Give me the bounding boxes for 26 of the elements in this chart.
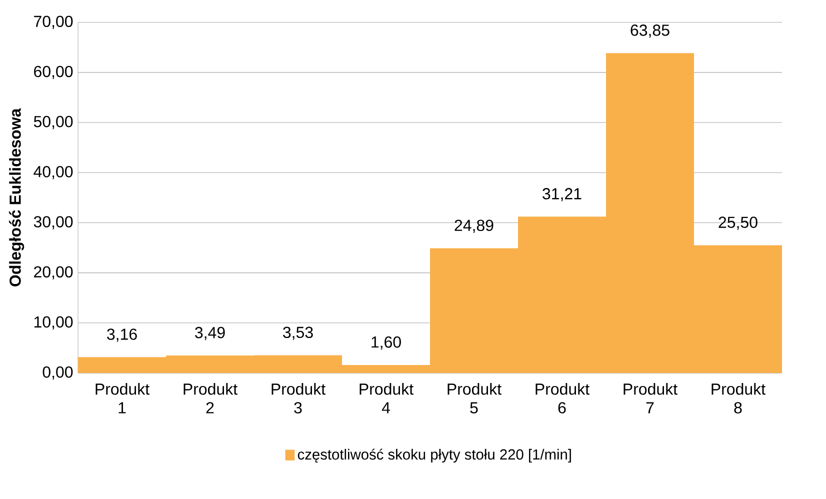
x-tick-label: Produkt 5 (448, 383, 502, 414)
y-tick-label: 60,00 (34, 66, 73, 80)
x-tick-label: Produkt 2 (184, 383, 238, 414)
data-label: 3,16 (107, 328, 137, 342)
y-axis-title: Odległość Euklidesowa (8, 108, 24, 286)
x-tick-label: Produkt 6 (536, 383, 590, 414)
y-tick-label: 40,00 (34, 166, 73, 180)
y-tick-label: 10,00 (34, 316, 73, 330)
x-tick-label: Produkt 7 (624, 383, 678, 414)
x-tick-label: Produkt 4 (360, 383, 414, 414)
data-label: 63,85 (630, 24, 670, 38)
data-label: 3,53 (283, 326, 313, 340)
data-label: 31,21 (542, 188, 582, 202)
legend-label: częstotliwość skoku płyty stołu 220 [1/min] (298, 448, 571, 463)
x-tick-label: Produkt 1 (96, 383, 150, 414)
y-tick-label: 70,00 (34, 16, 73, 29)
data-label: 25,50 (718, 216, 758, 230)
x-tick-label: Produkt 8 (712, 383, 766, 414)
y-tick-label: 50,00 (34, 116, 73, 130)
data-label: 1,60 (372, 336, 401, 350)
x-tick-label: Produkt 3 (272, 383, 326, 414)
data-label: 24,89 (454, 220, 494, 233)
data-label: 3,49 (195, 326, 225, 340)
y-tick-label: 30,00 (34, 216, 73, 230)
y-tick-label: 20,00 (34, 266, 73, 280)
y-tick-label: 0,00 (42, 366, 73, 380)
